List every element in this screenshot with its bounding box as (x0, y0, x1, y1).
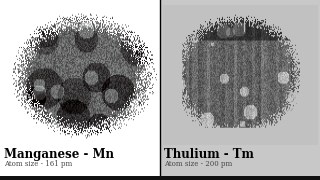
Bar (0, 0, 160, 180)
Text: Atom size - 161 pm: Atom size - 161 pm (4, 160, 72, 168)
Text: Thulium - Tm: Thulium - Tm (164, 148, 254, 161)
Text: Atom size - 200 pm: Atom size - 200 pm (164, 160, 232, 168)
Text: Manganese - Mn: Manganese - Mn (4, 148, 114, 161)
Bar (160, 0, 320, 180)
Bar (0, 176, 320, 180)
